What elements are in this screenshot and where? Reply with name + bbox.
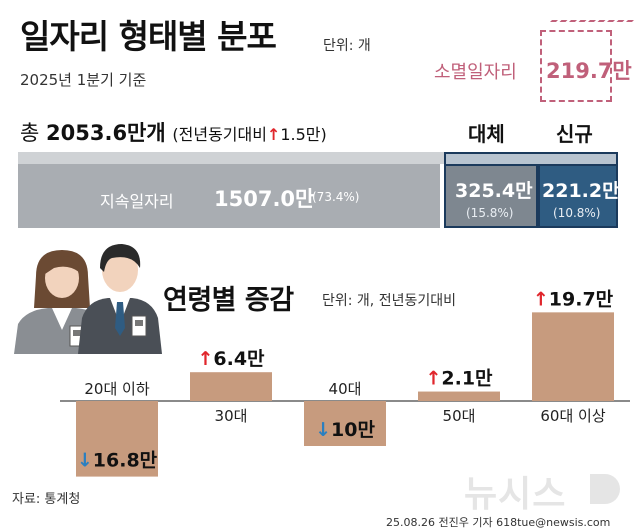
data-label-value-3: 2.1만 <box>441 368 493 390</box>
newsis-logo-mark <box>590 474 620 504</box>
up-arrow-icon: ↑ <box>266 125 281 144</box>
bar-2 <box>304 401 386 446</box>
replacement-value: 325.4만 <box>455 180 533 202</box>
lost-jobs-box <box>540 30 612 102</box>
data-label-4: ↑19.7만 <box>533 288 614 310</box>
data-label-value-0: 16.8만 <box>93 450 158 472</box>
total-prefix: 총 <box>20 121 40 145</box>
tick-label-1: 30대 <box>215 407 248 425</box>
down-arrow-icon: ↓ <box>315 419 331 441</box>
newsis-logo: 뉴시스 <box>464 474 567 515</box>
unit-label: 단위: 개 <box>323 38 371 54</box>
male-worker-icon <box>78 244 162 354</box>
replacement-pct: (15.8%) <box>466 206 514 220</box>
continuing-label: 지속일자리 <box>100 192 174 211</box>
replacement-heading: 대체 <box>468 122 505 146</box>
bar-0 <box>76 401 158 477</box>
total-yoy-value: 1.5만) <box>280 125 327 144</box>
lost-jobs-value: 219.7만 <box>546 59 632 83</box>
continuing-jobs-segment <box>18 164 440 228</box>
continuing-value: 1507.0만 <box>214 187 315 211</box>
bar-1 <box>190 372 272 401</box>
tick-label-3: 50대 <box>443 407 476 425</box>
data-label-value-2: 10만 <box>331 419 375 441</box>
total-value: 2053.6만개 <box>46 121 166 145</box>
data-label-1: ↑6.4만 <box>197 348 265 370</box>
source-label: 자료: 통계청 <box>12 492 81 507</box>
data-label-value-4: 19.7만 <box>549 288 614 310</box>
office-workers-illustration <box>14 244 162 354</box>
tick-label-0: 20대 이하 <box>84 380 149 398</box>
lost-jobs-label: 소멸일자리 <box>434 62 517 83</box>
total-yoy-label: (전년동기대비 <box>172 125 267 144</box>
up-arrow-icon: ↑ <box>197 348 213 370</box>
bar-4 <box>532 312 614 401</box>
highlight-segment-top-face <box>444 152 618 164</box>
age-chart-unit: 단위: 개, 전년동기대비 <box>322 293 456 309</box>
tick-label-4: 60대 이상 <box>540 407 605 425</box>
total-line: 총 2053.6만개 (전년동기대비↑1.5만) <box>20 117 327 147</box>
down-arrow-icon: ↓ <box>77 450 93 472</box>
basis-label: 2025년 1분기 기준 <box>20 71 147 89</box>
up-arrow-icon: ↑ <box>533 288 549 310</box>
new-heading: 신규 <box>556 122 593 146</box>
new-pct: (10.8%) <box>553 206 601 220</box>
tick-label-2: 40대 <box>329 380 362 398</box>
data-label-3: ↑2.1만 <box>425 368 493 390</box>
replacement-jobs-segment <box>444 164 538 228</box>
new-jobs-segment <box>538 164 618 228</box>
continuing-pct: (73.4%) <box>312 190 360 204</box>
data-label-2: ↓10만 <box>315 419 375 441</box>
up-arrow-icon: ↑ <box>425 368 441 390</box>
new-value: 221.2만 <box>542 180 620 202</box>
bar-3 <box>418 391 500 401</box>
credit-line: 25.08.26 전진우 기자 618tue@newsis.com <box>386 516 611 529</box>
data-label-0: ↓16.8만 <box>77 450 158 472</box>
page-title: 일자리 형태별 분포 <box>20 17 277 56</box>
data-label-value-1: 6.4만 <box>213 348 265 370</box>
age-chart-title: 연령별 증감 <box>163 285 294 316</box>
